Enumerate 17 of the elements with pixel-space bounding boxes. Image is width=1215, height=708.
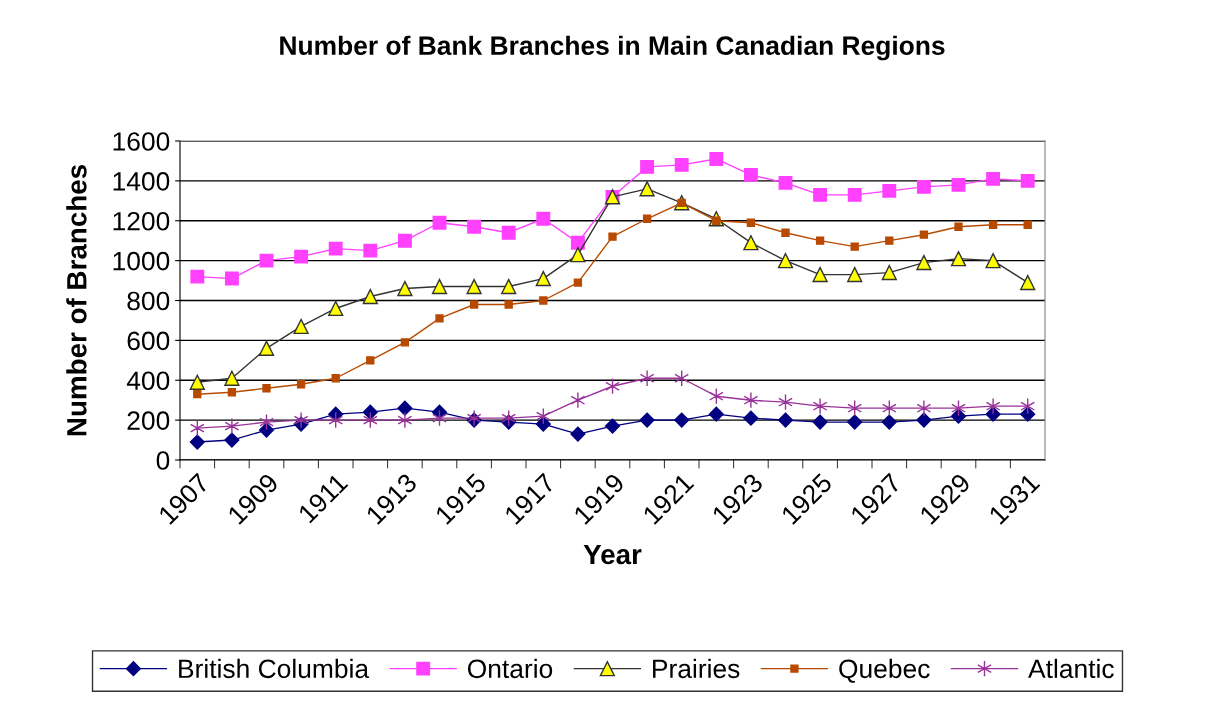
- y-tick-label: 200: [127, 411, 170, 430]
- legend-label: British Columbia: [179, 658, 370, 679]
- legend-label: Atlantic: [1028, 658, 1114, 679]
- y-tick-label: 1400: [113, 172, 170, 191]
- y-tick-label: 1600: [113, 132, 170, 151]
- y-tick-label: 0: [156, 451, 170, 470]
- chart-title: Number of Bank Branches in Main Canadian Regions: [280, 35, 945, 61]
- y-tick-label: 800: [127, 291, 170, 311]
- y-tick-label: 1200: [113, 211, 170, 231]
- legend-label: Prairies: [653, 658, 740, 679]
- y-tick-label: 1000: [113, 251, 170, 271]
- y-tick-label: 400: [126, 371, 170, 391]
- y-tick-label: 600: [127, 331, 170, 351]
- legend-label: Quebec: [839, 658, 930, 683]
- y-axis-title: Number of Branches: [66, 165, 87, 436]
- x-axis-title: Year: [583, 544, 642, 565]
- legend-label: Ontario: [467, 658, 553, 679]
